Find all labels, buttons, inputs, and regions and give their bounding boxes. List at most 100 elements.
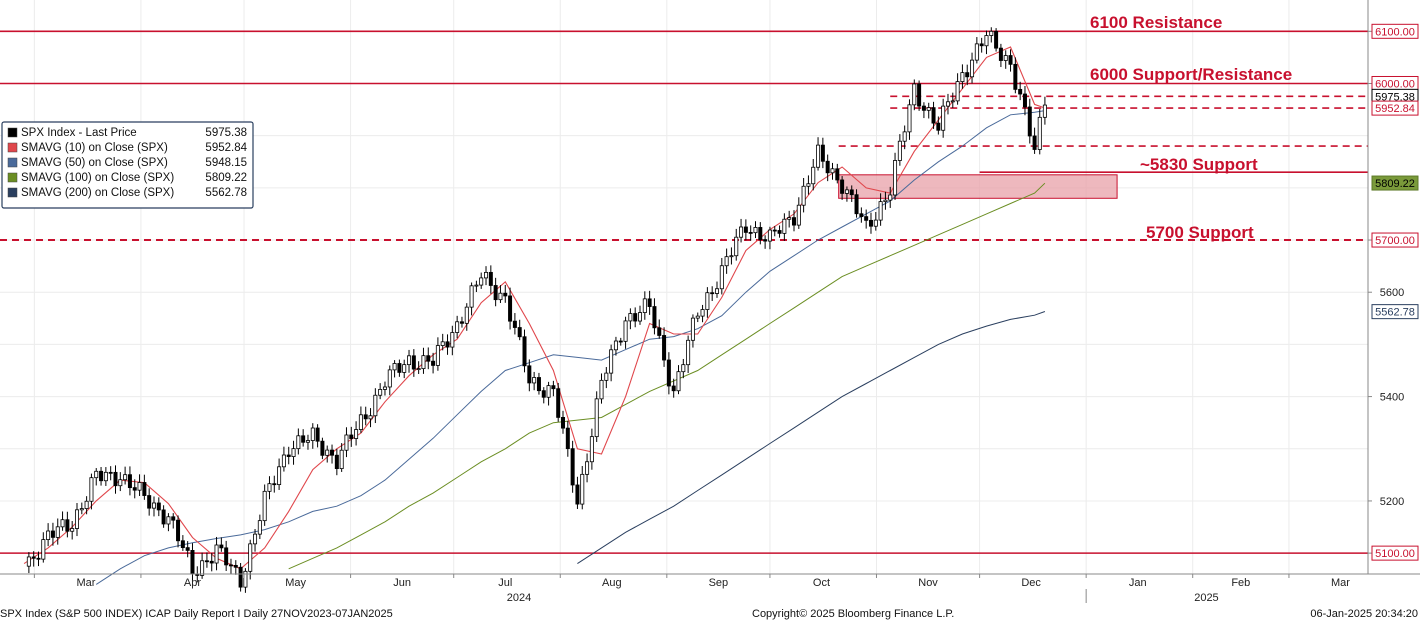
y-tick-label: 5100.00	[1375, 548, 1415, 560]
candle-body	[796, 204, 801, 226]
candle-body	[334, 454, 339, 470]
candle-body	[84, 500, 89, 509]
candle-body	[599, 379, 604, 400]
x-year-label: 2024	[507, 592, 531, 604]
legend-value: 5562.78	[205, 187, 247, 199]
candle-body	[676, 371, 681, 392]
candle-body	[739, 226, 744, 238]
candle-body	[527, 365, 532, 384]
level-label: 6100 Resistance	[1090, 13, 1222, 32]
candle-body	[41, 539, 46, 560]
sma-50-line	[95, 110, 1045, 585]
footer-center: Copyright© 2025 Bloomberg Finance L.P.	[752, 608, 954, 620]
candle-body	[387, 369, 392, 388]
candle-body	[589, 436, 594, 463]
x-month-label: Dec	[1021, 577, 1041, 589]
candle-body	[151, 502, 156, 509]
candle-body	[450, 332, 455, 348]
legend-swatch	[7, 172, 18, 183]
candle-body	[79, 508, 84, 511]
candle-body	[464, 306, 469, 324]
candle-body	[46, 530, 51, 541]
candle-body	[142, 482, 147, 496]
candle-body	[363, 414, 368, 420]
candle-body	[835, 168, 840, 181]
legend-label: SMAVG (200) on Close (SPX)	[21, 187, 174, 199]
candle-body	[185, 547, 190, 551]
candle-body	[1013, 63, 1018, 90]
candle-body	[431, 360, 436, 366]
candle-body	[209, 560, 214, 564]
candle-body	[373, 394, 378, 417]
x-month-label: Mar	[76, 577, 95, 589]
candle-body	[426, 355, 431, 362]
candle-body	[787, 217, 792, 220]
candle-body	[638, 312, 643, 322]
candle-body	[782, 218, 787, 234]
x-month-label: Jun	[393, 577, 411, 589]
candle-body	[950, 100, 955, 103]
value-tag-label: 5562.78	[1375, 307, 1415, 319]
candle-body	[349, 434, 354, 439]
candle-body	[777, 230, 782, 234]
candle-body	[657, 327, 662, 336]
candle-body	[166, 516, 171, 525]
candle-body	[517, 327, 522, 338]
y-tick-label: 6100.00	[1375, 26, 1415, 38]
candle-body	[825, 160, 830, 174]
y-tick-label: 5400	[1380, 392, 1404, 404]
candle-body	[907, 104, 912, 133]
legend-swatch	[7, 187, 18, 198]
y-tick-box	[1371, 545, 1419, 561]
candle-body	[272, 483, 277, 486]
candle-body	[541, 390, 546, 398]
candle-body	[156, 502, 161, 511]
sma-line	[577, 311, 1046, 565]
x-year-label: 2025	[1194, 592, 1218, 604]
candle-body	[806, 183, 811, 187]
candle-body	[984, 35, 989, 47]
candle-body	[344, 434, 349, 451]
legend-swatch	[7, 157, 18, 168]
candle-body	[941, 105, 946, 131]
candle-body	[118, 479, 123, 487]
y-tick-label: 5200	[1380, 496, 1404, 508]
x-month-label: Oct	[813, 577, 830, 589]
x-month-label: Sep	[709, 577, 729, 589]
candle-body	[127, 474, 132, 489]
candle-body	[801, 185, 806, 206]
candle-body	[854, 194, 859, 215]
candle-body	[330, 449, 335, 456]
candle-body	[382, 386, 387, 390]
candle-body	[585, 461, 590, 475]
candle-body	[339, 449, 344, 470]
x-month-label: Feb	[1231, 577, 1250, 589]
candle-body	[459, 321, 464, 324]
candle-body	[859, 213, 864, 218]
candle-body	[214, 544, 219, 564]
candle-body	[994, 30, 999, 49]
candle-body	[936, 122, 941, 131]
candle-body	[1027, 106, 1032, 137]
candle-body	[315, 427, 320, 442]
candle-body	[570, 448, 575, 486]
value-tag-box	[1371, 100, 1419, 116]
annotations: 6100 Resistance 6000 Support/Resistance ~5…	[1090, 13, 1292, 242]
candle-body	[623, 320, 628, 342]
candle-body	[407, 355, 412, 366]
candle-body	[301, 435, 306, 443]
candle-body	[840, 179, 845, 194]
legend-label: SMAVG (50) on Close (SPX)	[21, 157, 168, 169]
candle-body	[1037, 116, 1042, 150]
candle-body	[767, 229, 772, 242]
legend-value: 5975.38	[205, 127, 247, 139]
candle-body	[849, 189, 854, 196]
value-tag-box	[1371, 175, 1419, 191]
candle-body	[358, 414, 363, 430]
candle-body	[286, 454, 291, 457]
candle-body	[729, 255, 734, 258]
candle-body	[171, 516, 176, 521]
candle-body	[705, 292, 710, 310]
candle-body	[989, 30, 994, 36]
candle-body	[267, 483, 272, 492]
